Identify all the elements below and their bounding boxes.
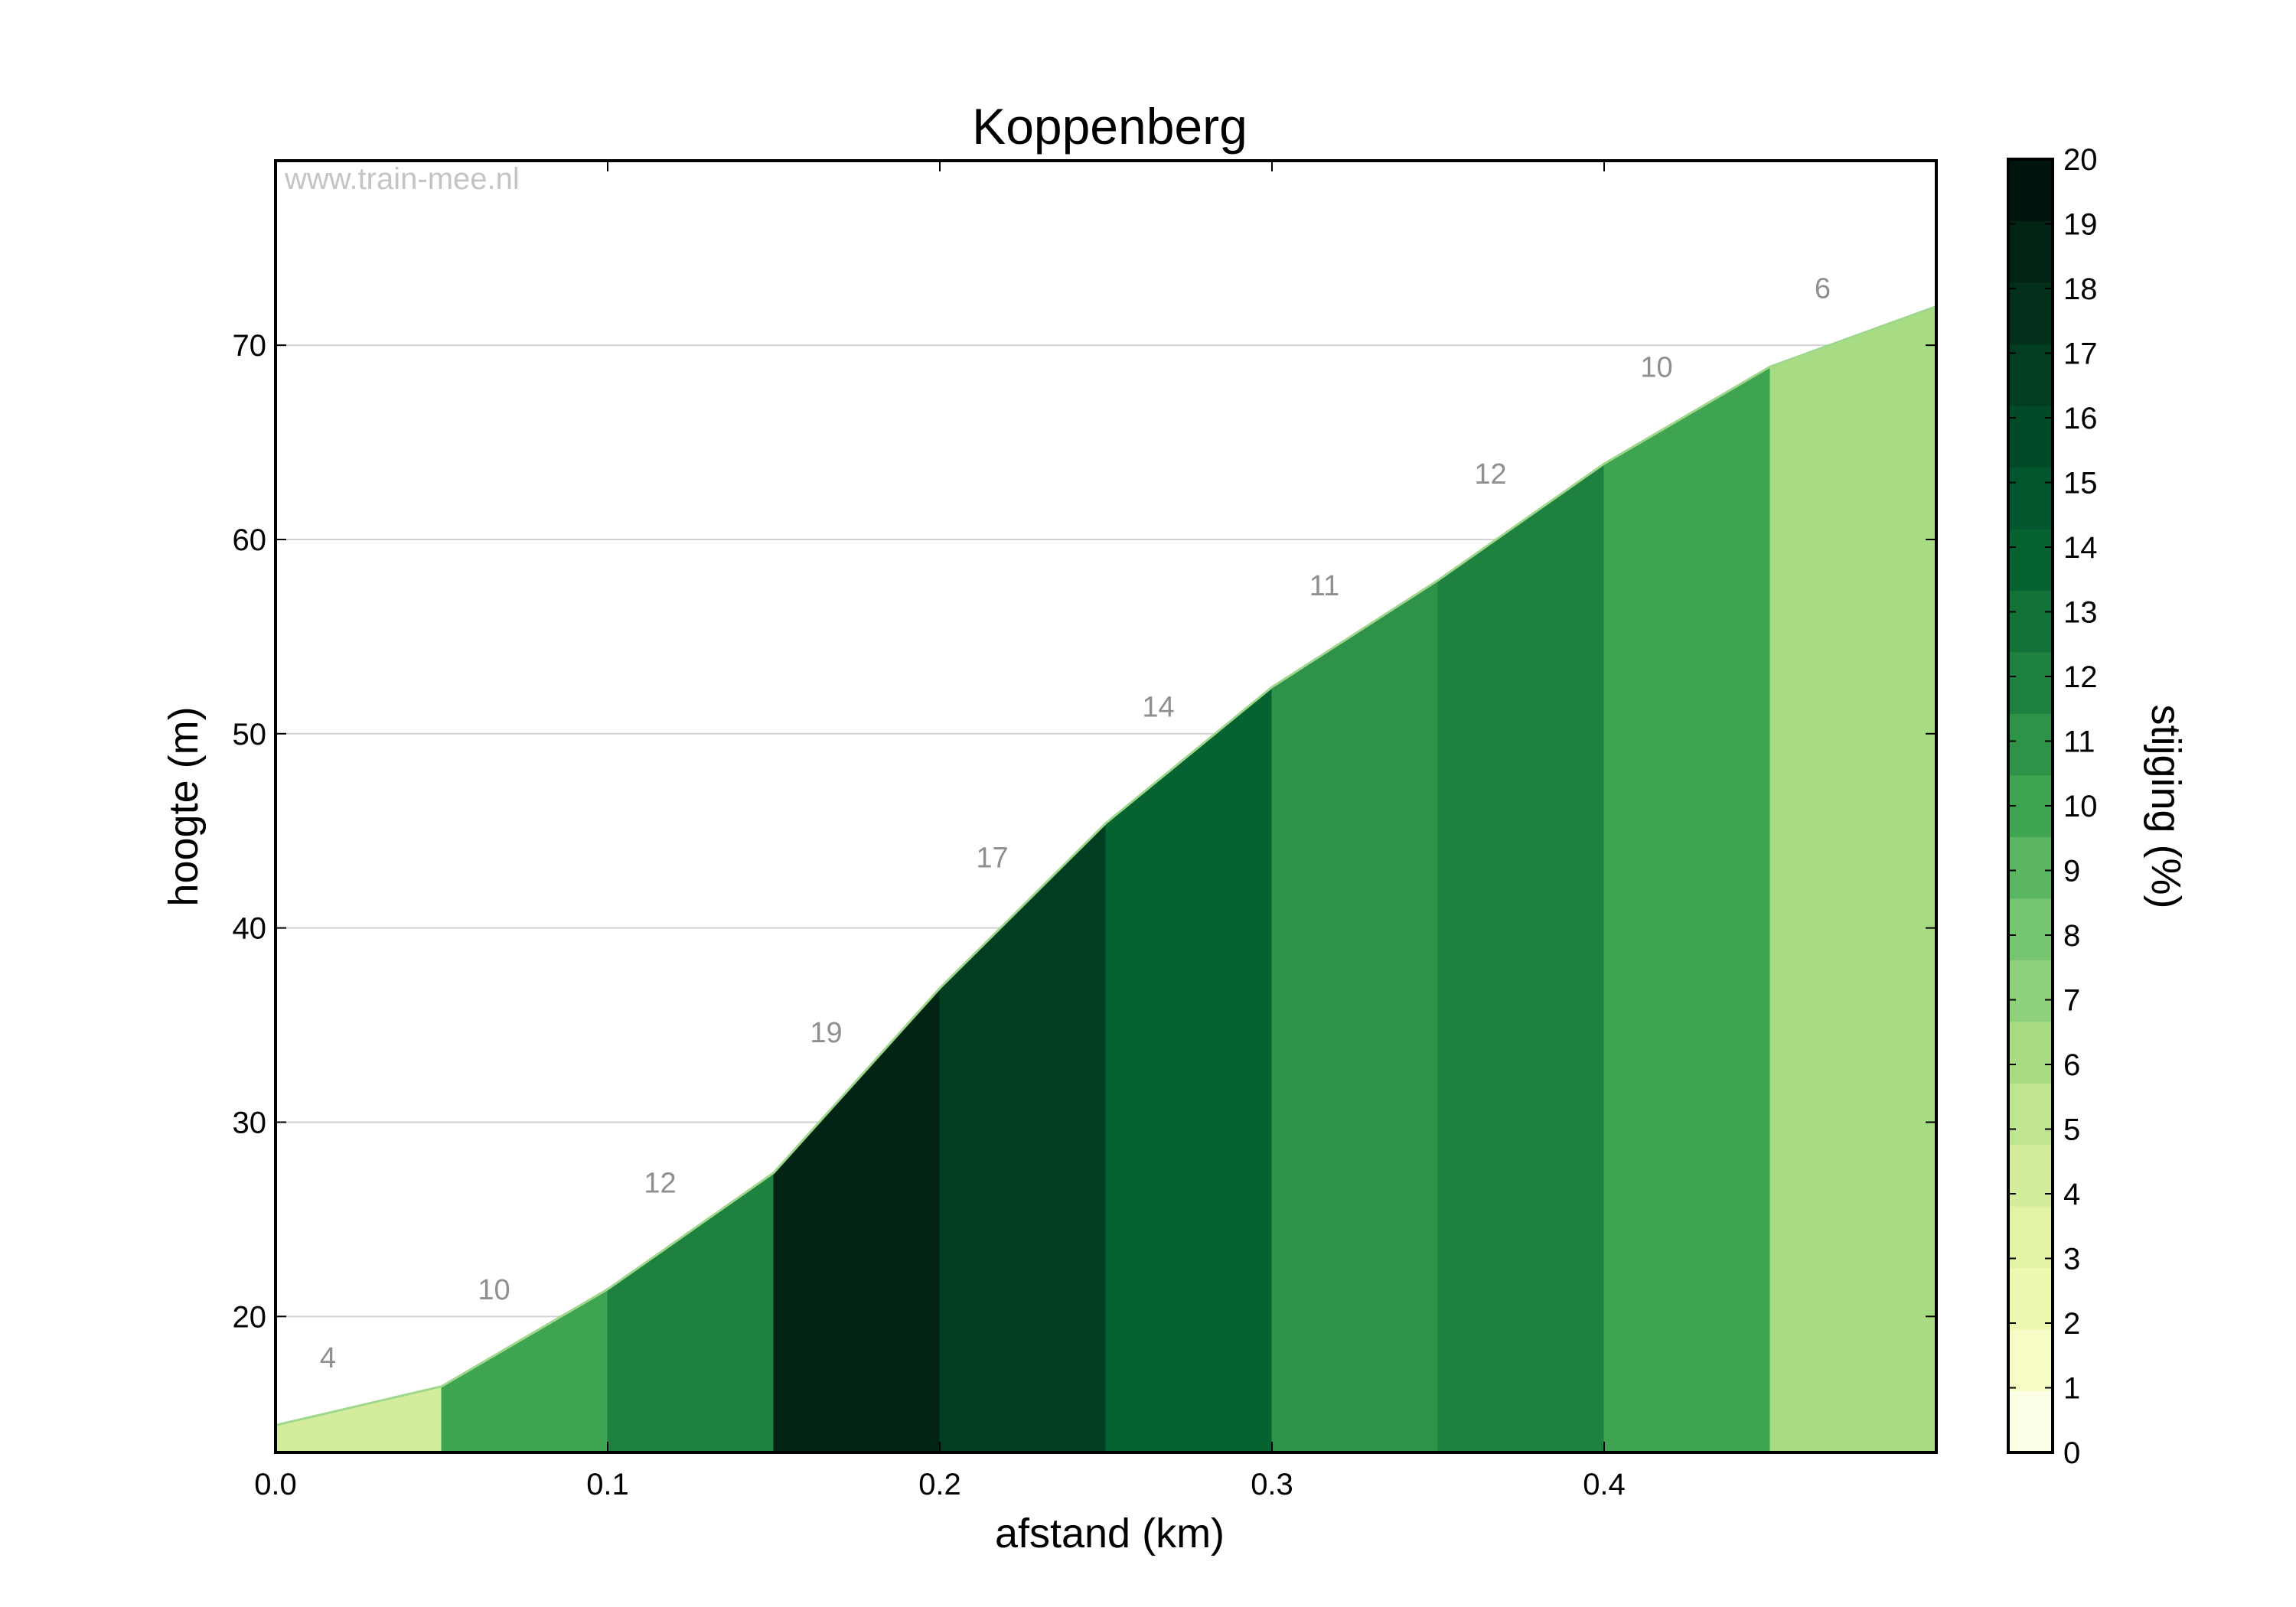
grade-label: 12	[644, 1168, 676, 1200]
profile-segment	[1271, 579, 1439, 1453]
watermark-text: www.train-mee.nl	[284, 162, 520, 196]
colorbar-title: stijging (%)	[2143, 704, 2189, 908]
x-tick-label: 0.3	[1251, 1468, 1293, 1501]
grade-label: 4	[320, 1342, 336, 1374]
x-tick-label: 0.4	[1583, 1468, 1626, 1501]
colorbar-band	[2008, 1267, 2053, 1330]
y-tick-label: 20	[233, 1300, 267, 1334]
x-axis-title: afstand (km)	[995, 1511, 1225, 1556]
colorbar-band	[2008, 1390, 2053, 1453]
colorbar-band	[2008, 1144, 2053, 1207]
colorbar-band	[2008, 713, 2053, 776]
colorbar-tick-label: 9	[2063, 855, 2080, 888]
y-axis-title: hoogte (m)	[161, 706, 207, 906]
profile-segments	[275, 305, 1937, 1453]
colorbar-band	[2008, 528, 2053, 591]
colorbar-band	[2008, 1329, 2053, 1392]
profile-segment	[1437, 463, 1605, 1453]
x-axis: 0.0 0.1 0.2 0.3 0.4	[254, 161, 1626, 1501]
colorbar-band	[2008, 836, 2053, 899]
grade-label: 6	[1815, 273, 1831, 305]
grade-label: 10	[478, 1274, 510, 1306]
y-tick-label: 50	[233, 718, 267, 751]
x-tick-label: 0.1	[586, 1468, 629, 1501]
y-tick-label: 70	[233, 329, 267, 363]
profile-segment	[1603, 366, 1771, 1453]
profile-segment	[1769, 305, 1937, 1453]
grade-labels: 4 10 12 19 17 14 11 12 10 6	[320, 273, 1831, 1374]
grade-label: 17	[976, 842, 1008, 874]
colorbar-tick-label: 20	[2063, 143, 2098, 177]
y-tick-label: 30	[233, 1106, 267, 1139]
x-tick-label: 0.2	[918, 1468, 961, 1501]
plot-frame	[274, 159, 1938, 1454]
colorbar-tick-label: 1	[2063, 1372, 2080, 1406]
grade-label: 10	[1640, 352, 1672, 384]
colorbar-band	[2008, 960, 2053, 1022]
y-tick-label: 60	[233, 523, 267, 557]
colorbar-band	[2008, 405, 2053, 468]
colorbar-band	[2008, 651, 2053, 714]
colorbar-band	[2008, 898, 2053, 960]
colorbar-tick-label: 16	[2063, 402, 2098, 435]
colorbar-tick-label: 11	[2063, 725, 2095, 759]
colorbar-tick-label: 10	[2063, 790, 2098, 823]
profile-line	[275, 305, 1937, 1426]
grade-label: 19	[810, 1017, 842, 1049]
profile-outline	[275, 305, 1937, 1426]
colorbar-tick-label: 18	[2063, 272, 2098, 306]
colorbar-tick-label: 12	[2063, 660, 2098, 694]
grade-label: 11	[1309, 570, 1339, 602]
colorbar-tick-label: 3	[2063, 1243, 2080, 1276]
colorbar-tick-label: 7	[2063, 984, 2080, 1018]
grade-label: 14	[1142, 692, 1174, 724]
colorbar-tick-label: 6	[2063, 1048, 2080, 1082]
profile-segment	[939, 822, 1107, 1453]
y-axis: 20 30 40 50 60 70	[233, 329, 1936, 1334]
colorbar-tick-label: 4	[2063, 1178, 2080, 1211]
colorbar-band	[2008, 282, 2053, 345]
colorbar-band	[2008, 467, 2053, 530]
colorbar-tick-label: 14	[2063, 531, 2098, 565]
x-tick-label: 0.0	[254, 1468, 297, 1501]
colorbar-band	[2008, 159, 2053, 222]
colorbar-tick-label: 13	[2063, 596, 2098, 630]
colorbar-tick-label: 15	[2063, 467, 2098, 500]
profile-segment	[773, 987, 941, 1453]
y-tick-label: 40	[233, 912, 267, 946]
colorbar-band	[2008, 220, 2053, 283]
colorbar-tick-label: 17	[2063, 337, 2098, 371]
colorbar-tick-label: 19	[2063, 208, 2098, 242]
colorbar-band	[2008, 1083, 2053, 1146]
colorbar-tick-label: 5	[2063, 1113, 2080, 1147]
colorbar-band	[2008, 590, 2053, 653]
colorbar-tick-label: 2	[2063, 1307, 2080, 1341]
profile-segment	[607, 1172, 775, 1453]
grade-label: 12	[1474, 458, 1506, 491]
colorbar-band	[2008, 344, 2053, 406]
colorbar-tick-label: 8	[2063, 919, 2080, 953]
colorbar-band	[2008, 1021, 2053, 1084]
chart-title: Koppenberg	[972, 98, 1247, 155]
colorbar-tick-label: 0	[2063, 1436, 2080, 1470]
